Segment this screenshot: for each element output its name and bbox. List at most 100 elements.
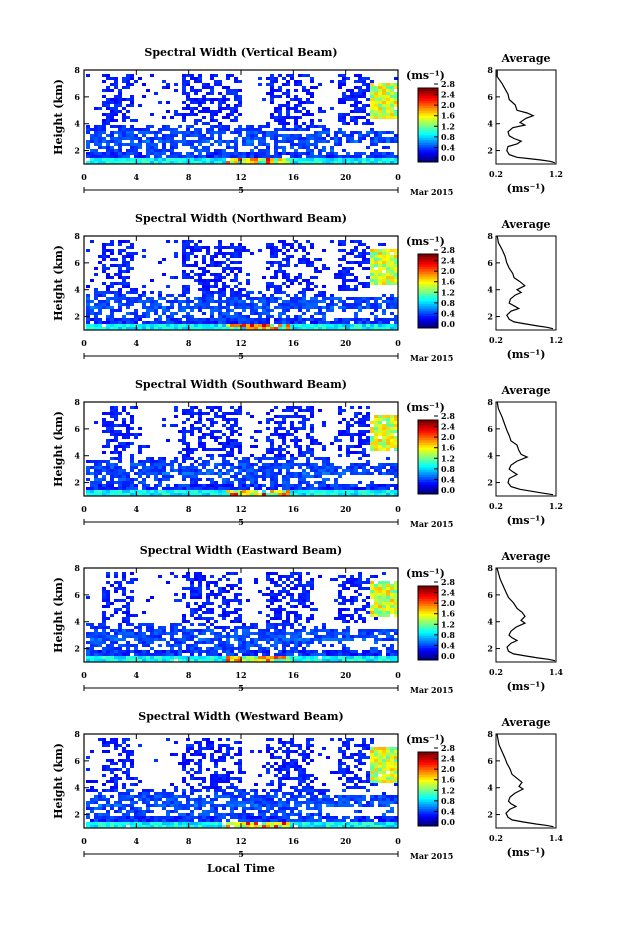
x-tick-label: 20 [340,172,352,182]
colorbar-segment [418,300,438,304]
colorbar-segment [418,157,438,161]
colorbar-segment [418,798,438,802]
colorbar-segment [418,439,438,443]
colorbar-tick-label: 0.8 [441,132,455,142]
colorbar-segment [418,291,438,294]
colorbar-segment [418,286,438,290]
profile-x-tick-label: 0.2 [489,501,503,511]
x-tick-label: 4 [134,504,140,514]
colorbar-segment [418,618,438,622]
colorbar-tick-label: 0.0 [441,153,455,163]
date-label: Mar 2015 [410,187,453,197]
colorbar-segment [418,613,438,617]
colorbar-unit: (ms⁻¹) [406,235,445,248]
colorbar-segment [418,444,438,448]
colorbar-segment [418,276,438,280]
profile-title: Average [500,716,550,729]
colorbar-segment [418,605,438,609]
colorbar-segment [418,278,438,282]
y-tick-label: 8 [74,231,80,241]
y-tick-label: 6 [74,756,80,766]
profile-x-label: (ms⁻¹) [507,348,546,361]
colorbar-segment [418,466,438,470]
y-tick-label: 2 [74,312,80,322]
colorbar-tick-label: 2.0 [441,764,455,774]
colorbar-segment [418,476,438,480]
colorbar-segment [418,422,438,426]
colorbar-segment [418,137,438,141]
colorbar-segment [418,271,438,275]
profile-y-tick-label: 4 [487,783,493,793]
profile-frame [495,235,557,331]
colorbar-segment [418,615,438,619]
colorbar-segment [418,630,438,634]
y-tick-label: 2 [74,644,80,654]
colorbar-segment [418,90,438,94]
date-label: Mar 2015 [410,851,453,861]
colorbar-segment [418,459,438,463]
profile-title: Average [500,218,550,231]
x-tick-label: 16 [288,670,300,680]
profile-line [496,733,554,828]
colorbar-tick-label: 1.2 [441,453,455,463]
panel-3: Spectral Width (Eastward Beam) 2 4 6 8 Height… [52,544,563,695]
colorbar-segment [418,598,438,602]
colorbar-segment [418,791,438,795]
colorbar-segment [418,325,438,329]
x-tick-label: 20 [340,338,352,348]
day-label: 5 [238,849,244,859]
x-tick-label: 20 [340,836,352,846]
colorbar-segment [418,154,438,158]
colorbar-segment [418,256,438,260]
colorbar-segment [418,129,438,133]
colorbar-segment [418,593,438,597]
colorbar-frame [417,253,439,329]
colorbar-segment [418,112,438,116]
colorbar-segment [418,420,438,423]
colorbar-segment [418,308,438,312]
colorbar-segment [418,95,438,99]
profile-y-tick-label: 2 [487,146,493,156]
colorbar-tick-label: 1.2 [441,287,455,297]
colorbar-segment [418,457,438,460]
colorbar-segment [418,293,438,297]
profile-line [496,567,556,662]
profile-x-label: (ms⁻¹) [507,514,546,527]
profile-y-tick-label: 2 [487,644,493,654]
colorbar-tick-label: 0.4 [441,142,455,152]
y-tick-label: 6 [74,424,80,434]
profile-y-tick-label: 8 [487,65,493,75]
colorbar-segment [418,261,438,265]
day-label: 5 [238,683,244,693]
colorbar-segment [418,318,438,322]
colorbar-segment [418,811,438,815]
heatmap-cells [86,572,398,662]
colorbar-segment [418,779,438,783]
panel-title: Spectral Width (Westward Beam) [138,710,343,723]
colorbar-tick-label: 2.4 [441,422,455,432]
x-tick-label: 8 [186,504,192,514]
colorbar-segment [418,623,438,626]
y-axis-label: Height (km) [52,411,65,487]
x-tick-label: 8 [186,670,192,680]
colorbar-segment [418,105,438,109]
day-label: 5 [238,517,244,527]
y-tick-label: 6 [74,258,80,268]
colorbar-tick-label: 1.6 [441,609,455,619]
colorbar-segment [418,608,438,612]
colorbar-segment [418,97,438,101]
colorbar-segment [418,603,438,607]
x-tick-label: 0 [395,670,401,680]
panel-2: Spectral Width (Southward Beam) 2 4 6 8 Heigh… [52,378,563,529]
colorbar-tick-label: 0.4 [441,806,455,816]
colorbar-tick-label: 2.8 [441,743,455,753]
colorbar-tick-label: 0.8 [441,630,455,640]
colorbar-segment [418,142,438,146]
colorbar-segment [418,298,438,302]
colorbar-segment [418,115,438,119]
y-tick-label: 6 [74,92,80,102]
colorbar-segment [418,303,438,307]
heatmap-cells [86,738,398,828]
colorbar-segment [418,442,438,446]
profile-x-tick-label: 1.4 [549,833,563,843]
